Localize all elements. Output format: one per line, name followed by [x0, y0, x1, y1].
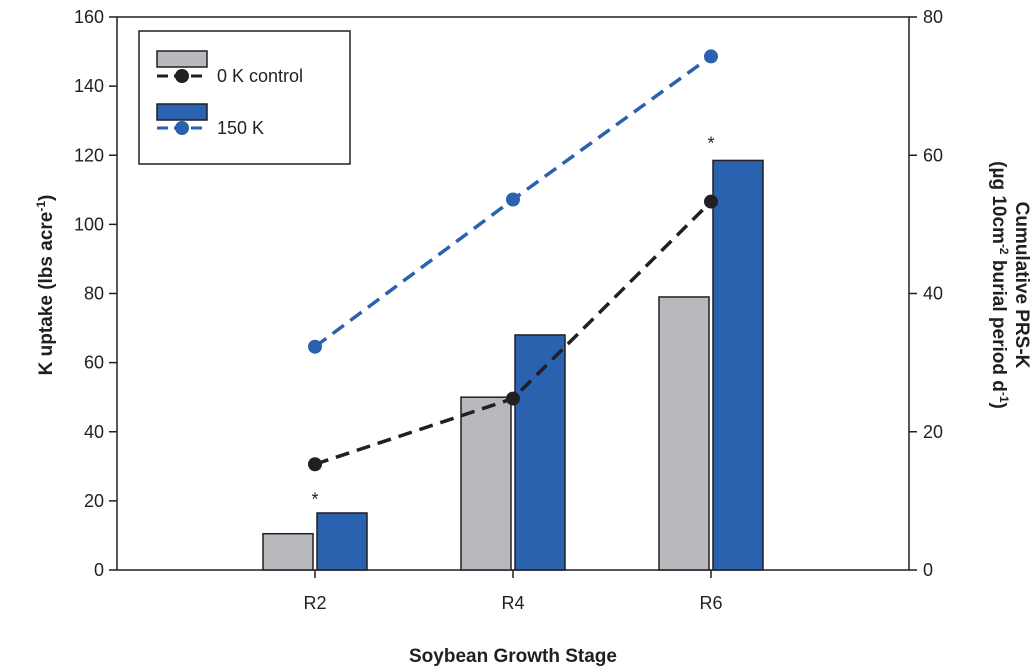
legend-bar-swatch-150-k: [156, 103, 208, 121]
y-tick-label: 140: [74, 76, 104, 96]
significance-marker: *: [311, 489, 318, 509]
annotations: **: [311, 133, 714, 509]
y-tick-label: 20: [84, 491, 104, 511]
y-tick-label: 100: [74, 214, 104, 234]
point-0-k-control-r2: [308, 457, 322, 472]
y-tick-label: 80: [84, 284, 104, 304]
y-tick-label: 160: [74, 7, 104, 27]
bar-0-k-control-r6: [658, 296, 710, 571]
point-0-k-control-r6: [704, 194, 718, 209]
legend-label-150-k: 150 K: [217, 118, 264, 138]
y-axis-title: K uptake (lbs acre-1): [34, 195, 57, 376]
y-tick-label: 40: [84, 422, 104, 442]
bar-150-k-r6: [712, 159, 764, 571]
x-tick-label: R6: [699, 593, 722, 613]
legend-marker-0-k-control: [175, 69, 189, 83]
bar-0-k-control-r4: [460, 396, 512, 571]
point-0-k-control-r4: [506, 391, 520, 406]
lines: [308, 49, 718, 472]
point-150-k-r4: [506, 192, 520, 207]
legend-bar-swatch-0-k-control: [156, 50, 208, 68]
point-150-k-r6: [704, 49, 718, 64]
point-150-k-r2: [308, 339, 322, 354]
y-tick-label: 0: [94, 560, 104, 580]
x-tick-label: R4: [501, 593, 524, 613]
legend-marker-150-k: [175, 121, 189, 135]
y2-tick-label: 80: [923, 7, 943, 27]
y2-tick-label: 20: [923, 422, 943, 442]
bar-0-k-control-r2: [262, 532, 314, 571]
y2-axis-title-line1: Cumulative PRS-K: [1011, 202, 1032, 369]
y-axis-title-sup: -1: [34, 201, 48, 212]
significance-marker: *: [707, 133, 714, 153]
bar-150-k-r2: [316, 512, 368, 571]
x-axis-title: Soybean Growth Stage: [409, 646, 617, 667]
ticks: 0 20 40 60 80 100 120 140 160 0 20 40 60 80 R2 R4 R6: [74, 7, 943, 613]
line-0-k-control: [314, 200, 713, 466]
y-tick-label: 120: [74, 145, 104, 165]
legend-label-0-k-control: 0 K control: [217, 66, 303, 86]
x-tick-label: R2: [303, 593, 326, 613]
y-tick-label: 60: [84, 353, 104, 373]
legend: 0 K control 150 K: [138, 30, 351, 165]
y2-tick-label: 60: [923, 145, 943, 165]
bars: [262, 159, 764, 571]
y2-tick-label: 0: [923, 560, 933, 580]
y2-axis-title-line2: (µg 10cm-2 burial period d-1): [988, 161, 1011, 409]
y2-tick-label: 40: [923, 284, 943, 304]
